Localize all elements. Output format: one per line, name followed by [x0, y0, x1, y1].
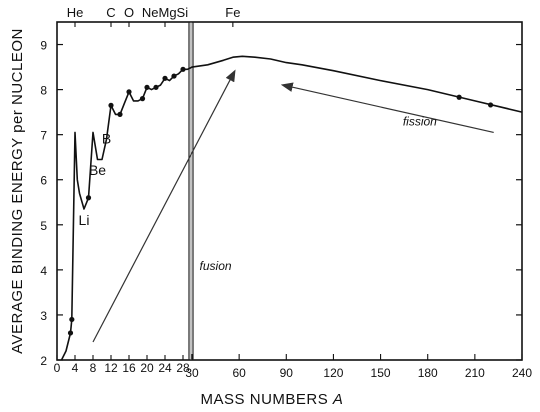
y-tick-label: 6 [40, 174, 47, 188]
data-point [117, 111, 123, 117]
y-tick-label: 8 [40, 84, 47, 98]
x-tick-label: 90 [280, 366, 294, 380]
x-tick-label: 28 [176, 361, 190, 375]
plot-frame [56, 21, 523, 361]
data-point [126, 89, 132, 95]
y-tick-label: 7 [40, 129, 47, 143]
x-tick-label: 240 [512, 366, 532, 380]
x-tick-label: 60 [232, 366, 246, 380]
data-point [456, 94, 462, 100]
x-tick-label: 4 [72, 361, 79, 375]
nucleus-label: Li [79, 212, 90, 228]
data-point [144, 84, 150, 90]
x-tick-label: 12 [104, 361, 118, 375]
data-point [108, 102, 114, 108]
x-tick-label: 8 [90, 361, 97, 375]
x-tick-label: 24 [158, 361, 172, 375]
fission-label: fission [403, 115, 437, 129]
x-tick-label: 20 [140, 361, 154, 375]
data-point [171, 73, 177, 79]
data-point [487, 102, 494, 108]
element-label: C [106, 5, 115, 20]
x-tick-label: 16 [122, 361, 136, 375]
element-label: O [124, 5, 134, 20]
data-point [153, 84, 159, 90]
element-label: Fe [225, 5, 240, 20]
binding-energy-curve [60, 55, 523, 361]
fusion-arrow [92, 69, 236, 343]
fusion-label: fusion [200, 259, 232, 273]
x-tick-label: 150 [371, 366, 391, 380]
y-tick-label: 4 [40, 264, 47, 278]
y-tick-label: 9 [40, 39, 47, 53]
data-point [139, 96, 146, 102]
element-label: He [67, 5, 84, 20]
fission-arrow [280, 82, 494, 133]
x-tick-label: 210 [465, 366, 485, 380]
x-tick-label: 30 [185, 366, 199, 380]
x-axis-title: MASS NUMBERS A [201, 391, 344, 408]
nucleus-label: B [102, 131, 111, 147]
data-point [69, 316, 75, 323]
nucleus-label: Be [89, 162, 106, 178]
y-tick-label: 5 [40, 219, 47, 233]
y-tick-label: 3 [40, 309, 47, 323]
data-point [85, 195, 92, 201]
y-tick-label: 2 [40, 354, 47, 368]
x-tick-label: 0 [54, 361, 61, 375]
data-point [180, 66, 186, 72]
x-tick-label: 180 [418, 366, 438, 380]
element-label: NeMgSi [142, 5, 188, 20]
y-axis-title: AVERAGE BINDING ENERGY per NUCLEON [9, 28, 26, 354]
x-tick-label: 120 [323, 366, 343, 380]
data-point [162, 75, 168, 81]
data-point [67, 330, 74, 336]
